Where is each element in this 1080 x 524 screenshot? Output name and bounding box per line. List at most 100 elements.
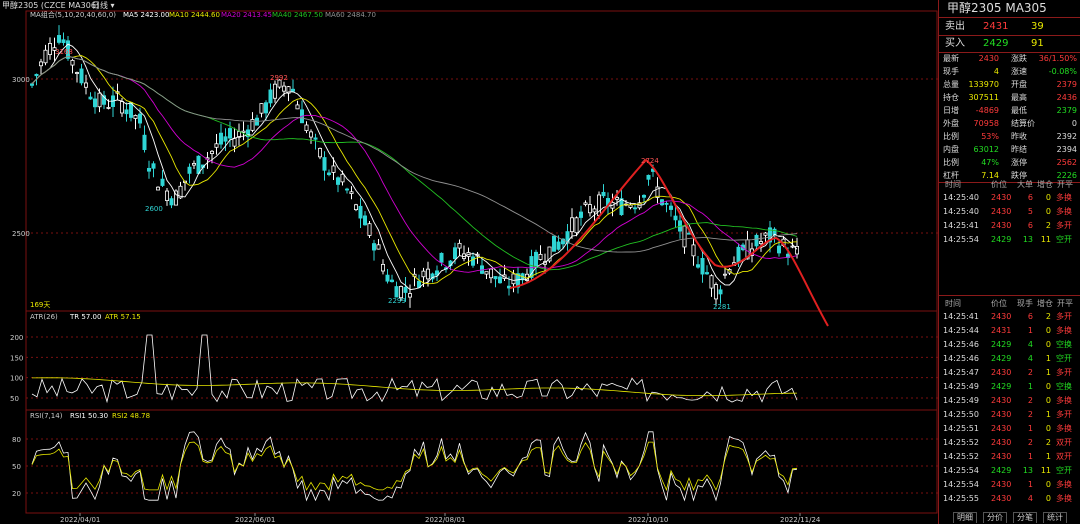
rsi-axis-label: 20 [12,490,21,498]
column-header: 增仓 [1037,180,1053,189]
tick-volume: 2 [1027,368,1033,377]
period-dropdown[interactable]: 日线 ▾ [92,1,115,10]
candle-body [97,92,102,108]
tick-volume: 4 [1027,494,1033,503]
tick-open-close: 空开 [1056,466,1072,475]
candle-body [317,148,322,158]
quote-row: 持仓 307511 最高 2436 [939,91,1080,104]
candle-body [236,131,241,138]
candle-body [484,271,489,275]
quote-field-label: 杠杆 [943,171,959,180]
tick-time: 14:25:54 [943,235,979,244]
quote-field-value: 7.14 [981,171,999,180]
ma20-line [31,55,798,273]
tick-open-close: 空开 [1056,354,1072,363]
quote-field-value: 2379 [1056,106,1077,115]
candle-body [763,232,768,236]
candle-body [682,225,687,248]
tick-price: 2430 [991,424,1012,433]
candle-body [529,256,534,278]
atr-legend: TR 57.00 [69,313,101,321]
candle-body [552,235,557,252]
tick-time: 14:25:54 [943,466,979,475]
tick-open-close: 多换 [1056,494,1072,503]
tick-time: 14:25:44 [943,326,979,335]
quote-field-label: 日增 [943,106,959,115]
candle-body [93,98,98,108]
quote-field-value: 307511 [968,93,999,102]
candle-body [705,272,710,275]
candle-body [700,258,705,275]
quote-row: 内盘 63012 昨结 2394 [939,143,1080,156]
candle-body [313,137,318,140]
candle-body [457,242,462,249]
tab-0[interactable]: 明细 [953,512,977,523]
quote-field-label: 昨结 [1011,145,1027,154]
candle-body [633,207,638,210]
tick-price: 2430 [991,396,1012,405]
tick-price: 2430 [991,452,1012,461]
candle-body [160,178,165,186]
rsi2-line [31,441,798,492]
tick-time: 14:25:46 [943,340,979,349]
candle-body [263,102,268,114]
quote-field-value: 70958 [973,119,999,128]
quote-row: 杠杆 7.14 跌停 2226 [939,169,1080,182]
candle-body [331,165,336,173]
atr-line [32,377,798,397]
candle-body [39,61,44,67]
rsi1-line [31,431,798,502]
candle-body [664,202,669,205]
tick-open-close: 多开 [1056,410,1072,419]
candle-body [277,79,282,88]
candle-body [673,215,678,221]
candle-body [511,273,516,285]
candle-body [385,274,390,282]
tick-oi-change: 0 [1045,480,1051,489]
candle-body [75,72,80,74]
rsi-legend: RSI2 48.78 [112,412,150,420]
tab-2[interactable]: 分笔 [1013,512,1037,523]
candle-body [362,215,367,226]
candle-body [196,155,201,174]
tick-oi-change: 0 [1045,207,1051,216]
tick-row: 14:25:46 2429 4 0 空换 [939,338,1080,351]
tick-row: 14:25:46 2429 4 1 空开 [939,352,1080,365]
tick-volume: 2 [1027,396,1033,405]
candle-body [88,96,93,100]
tab-1[interactable]: 分价 [983,512,1007,523]
tick-open-close: 多开 [1056,312,1072,321]
tick-oi-change: 0 [1045,382,1051,391]
chart-area[interactable]: 甲醇2305 (CZCE MA306) 日线 ▾ 3000 2500 MA组合(5,… [0,0,938,524]
quote-field-label: 跌停 [1011,171,1027,180]
candle-body [43,49,48,64]
tick-open-close: 空换 [1056,382,1072,391]
candle-body [574,217,579,234]
column-header: 现手 [1017,299,1033,308]
ma40-line [31,55,798,271]
column-header: 价位 [991,299,1007,308]
tick-time: 14:25:49 [943,396,979,405]
quote-field-label: 总量 [943,80,959,89]
candle-body [137,113,142,124]
date-axis-label: 2022/06/01 [235,516,275,524]
candle-body [394,286,399,298]
candle-body [403,286,408,293]
candle-body [547,246,552,262]
kline-chart[interactable]: 3000 2500 MA组合(5,10,20,40,60,0) MA5 2423.00… [0,0,938,524]
candle-body [358,205,363,219]
tick-price: 2429 [991,340,1012,349]
candle-body [691,244,696,257]
candle-body [538,253,543,260]
tick-open-close: 多换 [1056,480,1072,489]
candle-body [48,43,53,55]
candle-body [120,101,125,114]
tick-oi-change: 0 [1045,340,1051,349]
ma-legend: MA20 2413.45 [221,11,272,19]
candle-body [209,150,214,154]
candle-body [754,234,759,247]
tick-volume: 2 [1027,438,1033,447]
candle-body [349,191,354,194]
candle-body [425,268,430,280]
tab-3[interactable]: 统计 [1043,512,1067,523]
